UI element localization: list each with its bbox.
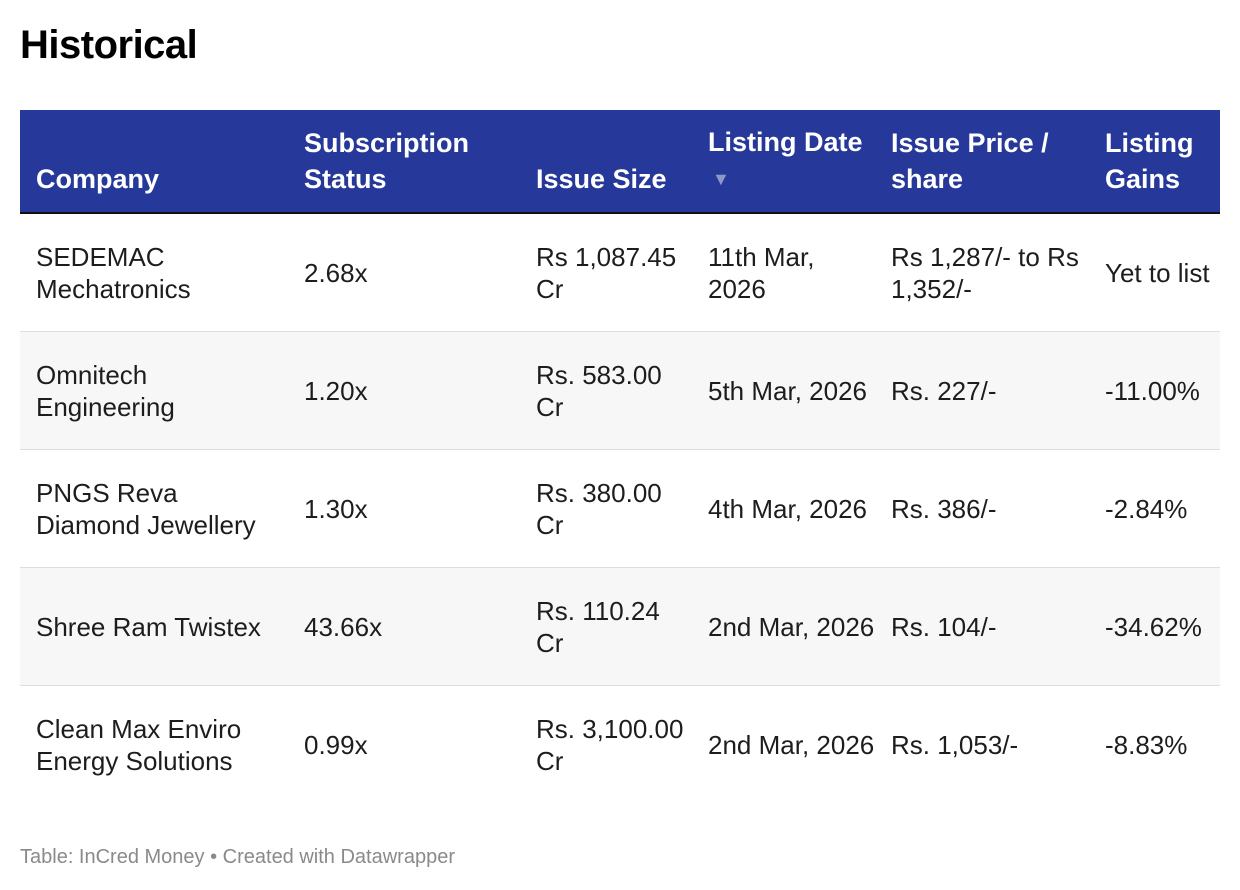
cell-listing-gains: -11.00% — [1105, 375, 1200, 406]
sort-descending-icon[interactable]: ▼ — [712, 169, 730, 189]
cell-listing-date: 2nd Mar, 2026 — [708, 611, 875, 642]
cell-listing-gains: -34.62% — [1105, 611, 1202, 642]
column-header-listing-gains[interactable]: Listing Gains — [1105, 128, 1194, 194]
cell-subscription-status: 1.30x — [304, 493, 368, 524]
cell-issue-size: Rs. 380.00 Cr — [536, 477, 662, 540]
cell-issue-size: Rs. 583.00 Cr — [536, 359, 662, 422]
table-row: Clean Max Enviro Energy Solutions 0.99x … — [20, 686, 1220, 804]
table-footer-credit: Table: InCred Money • Created with Dataw… — [20, 846, 455, 868]
cell-company: Clean Max Enviro Energy Solutions — [36, 714, 242, 776]
cell-issue-price: Rs. 1,053/- — [891, 730, 1019, 760]
column-header-company[interactable]: Company — [36, 164, 160, 194]
table-header: Company Subscription Status Issue Size L… — [20, 110, 1220, 214]
column-header-subscription-status[interactable]: Subscription Status — [304, 128, 470, 194]
column-header-issue-size[interactable]: Issue Size — [536, 164, 667, 194]
cell-listing-date: 4th Mar, 2026 — [708, 493, 867, 524]
cell-listing-date: 11th Mar, 2026 — [708, 241, 815, 304]
table-row: Omnitech Engineering 1.20x Rs. 583.00 Cr… — [20, 332, 1220, 450]
cell-company: PNGS Reva Diamond Jewellery — [36, 477, 256, 540]
cell-company: Shree Ram Twistex — [36, 611, 261, 642]
cell-subscription-status: 43.66x — [304, 611, 383, 642]
cell-issue-size: Rs 1,087.45 Cr — [536, 241, 677, 304]
cell-issue-price: Rs 1,287/- to Rs 1,352/- — [891, 241, 1079, 304]
cell-subscription-status: 0.99x — [304, 730, 368, 760]
ipo-table: Company Subscription Status Issue Size L… — [20, 110, 1220, 804]
table-row: SEDEMAC Mechatronics 2.68x Rs 1,087.45 C… — [20, 214, 1220, 332]
cell-subscription-status: 1.20x — [304, 375, 368, 406]
cell-issue-size: Rs. 110.24 Cr — [536, 595, 660, 658]
table-row: Shree Ram Twistex 43.66x Rs. 110.24 Cr 2… — [20, 568, 1220, 686]
cell-listing-gains: -2.84% — [1105, 493, 1188, 524]
column-header-issue-price[interactable]: Issue Price / share — [891, 128, 1049, 194]
cell-listing-date: 2nd Mar, 2026 — [708, 730, 875, 760]
column-header-listing-date[interactable]: Listing Date ▼ — [692, 124, 875, 212]
cell-company: SEDEMAC Mechatronics — [36, 241, 191, 304]
cell-listing-date: 5th Mar, 2026 — [708, 375, 867, 406]
table-row: PNGS Reva Diamond Jewellery 1.30x Rs. 38… — [20, 450, 1220, 568]
cell-company: Omnitech Engineering — [36, 359, 175, 422]
cell-listing-gains: Yet to list — [1105, 257, 1210, 288]
cell-issue-size: Rs. 3,100.00 Cr — [536, 714, 684, 776]
cell-issue-price: Rs. 386/- — [891, 493, 997, 524]
cell-listing-gains: -8.83% — [1105, 730, 1188, 760]
listing-date-label: Listing Date — [708, 127, 863, 157]
cell-issue-price: Rs. 104/- — [891, 611, 997, 642]
page-title: Historical — [20, 23, 198, 67]
cell-subscription-status: 2.68x — [304, 257, 368, 288]
cell-issue-price: Rs. 227/- — [891, 375, 997, 406]
